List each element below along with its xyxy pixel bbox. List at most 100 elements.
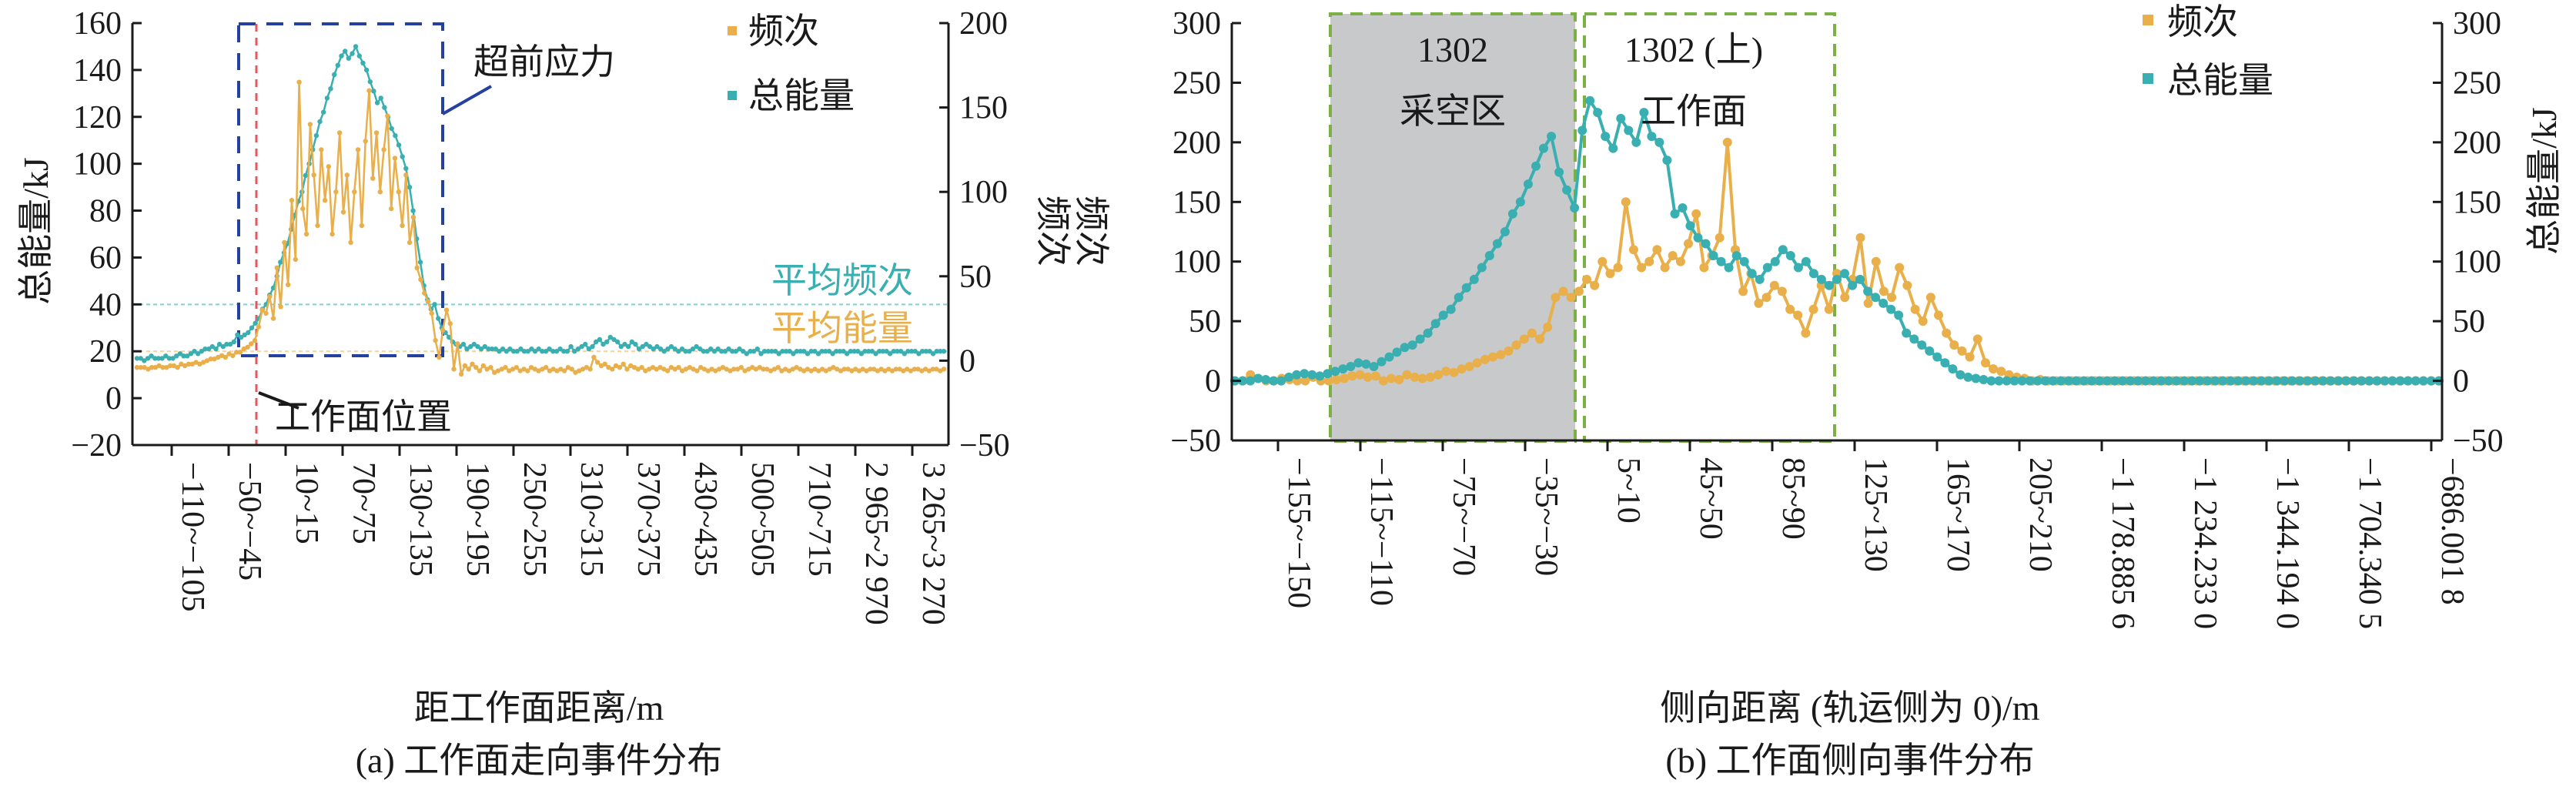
data-point	[934, 349, 939, 354]
data-point	[156, 363, 162, 369]
data-point	[2218, 376, 2228, 386]
data-point	[2133, 376, 2143, 386]
data-point	[216, 354, 221, 360]
data-point	[1441, 367, 1451, 377]
data-point	[343, 49, 348, 54]
data-point	[1662, 156, 1672, 166]
data-point	[2056, 376, 2066, 386]
data-point	[348, 239, 353, 246]
data-point	[543, 349, 549, 354]
data-point	[458, 371, 464, 377]
data-point	[2380, 376, 2390, 386]
panel-b-right-axis-title: 总能量/kJ	[2524, 107, 2564, 255]
data-point	[572, 349, 577, 354]
data-point	[808, 368, 814, 373]
data-point	[726, 346, 731, 352]
data-point	[661, 349, 667, 354]
data-point	[371, 89, 376, 94]
data-point	[462, 363, 468, 369]
data-point	[156, 356, 162, 361]
data-point	[142, 365, 147, 370]
data-point	[417, 259, 423, 265]
data-point	[363, 139, 368, 144]
legend-energy-label: 总能量	[2167, 61, 2273, 100]
data-point	[353, 44, 359, 49]
data-point	[1832, 274, 1842, 284]
data-point	[884, 349, 889, 354]
data-point	[263, 310, 269, 316]
data-point	[639, 365, 644, 370]
data-point	[2272, 376, 2282, 386]
data-point	[2387, 376, 2397, 386]
panel-a-x-axis-title: 距工作面距离/m	[414, 688, 664, 728]
data-point	[220, 343, 226, 350]
data-point	[2210, 376, 2220, 386]
data-point	[437, 354, 442, 360]
data-point	[1637, 263, 1647, 273]
panel-a-caption: (a) 工作面走向事件分布	[356, 741, 723, 780]
data-point	[238, 334, 244, 340]
x-tick-label: 190~195	[460, 462, 495, 577]
data-point	[1472, 358, 1482, 368]
data-point	[429, 310, 434, 316]
data-point	[1377, 357, 1387, 367]
data-point	[711, 349, 718, 354]
data-point	[812, 349, 818, 354]
data-point	[1801, 256, 1811, 266]
data-point	[2117, 376, 2127, 386]
data-point	[1660, 263, 1670, 273]
data-point	[1747, 269, 1757, 279]
data-point	[2410, 376, 2420, 386]
data-point	[286, 282, 291, 287]
data-point	[1902, 280, 1912, 290]
data-point	[159, 356, 165, 361]
data-point	[587, 367, 593, 372]
data-point	[514, 365, 520, 370]
data-point	[521, 367, 527, 372]
data-point	[315, 223, 320, 229]
data-point	[618, 343, 624, 350]
data-point	[1761, 293, 1771, 303]
data-point	[1949, 340, 1959, 350]
data-point	[775, 365, 781, 370]
data-point	[1994, 376, 2004, 386]
data-point	[580, 367, 586, 372]
y-left-tick-label: −20	[71, 428, 122, 464]
data-point	[186, 361, 192, 367]
x-tick-label: 710~715	[801, 462, 837, 577]
panel-b-series	[1230, 95, 2444, 386]
data-point	[862, 349, 868, 354]
data-point	[1942, 328, 1952, 338]
data-point	[1996, 367, 2006, 377]
data-point	[1323, 369, 1333, 379]
data-point	[482, 343, 487, 350]
data-point	[902, 351, 908, 357]
legend-frequency-marker	[2143, 15, 2153, 25]
data-point	[1438, 310, 1448, 320]
data-point	[787, 349, 792, 354]
data-point	[741, 349, 746, 354]
data-point	[1531, 161, 1541, 171]
data-point	[577, 368, 582, 373]
data-point	[1551, 293, 1561, 303]
data-point	[2048, 376, 2058, 386]
avg-frequency-label: 平均频次	[771, 261, 913, 300]
data-point	[1878, 286, 1889, 296]
panel-b-chart: 300 250 200 150 100 50 0 −50 300 250 200 150 100 50 0…	[1072, 2, 2564, 780]
x-tick-label: 85~90	[1775, 457, 1811, 540]
data-point	[1547, 132, 1557, 142]
data-point	[708, 346, 714, 352]
data-point	[1724, 263, 1734, 273]
data-point	[249, 341, 254, 346]
data-point	[1824, 304, 1834, 314]
data-point	[2164, 376, 2174, 386]
data-point	[1269, 376, 1279, 386]
data-point	[1955, 370, 1965, 380]
x-tick-label: 70~75	[346, 462, 381, 544]
data-point	[400, 223, 405, 229]
data-point	[1754, 298, 1764, 308]
data-point	[464, 346, 470, 352]
data-point	[683, 367, 689, 372]
data-point	[1527, 328, 1537, 338]
data-point	[2226, 376, 2236, 386]
